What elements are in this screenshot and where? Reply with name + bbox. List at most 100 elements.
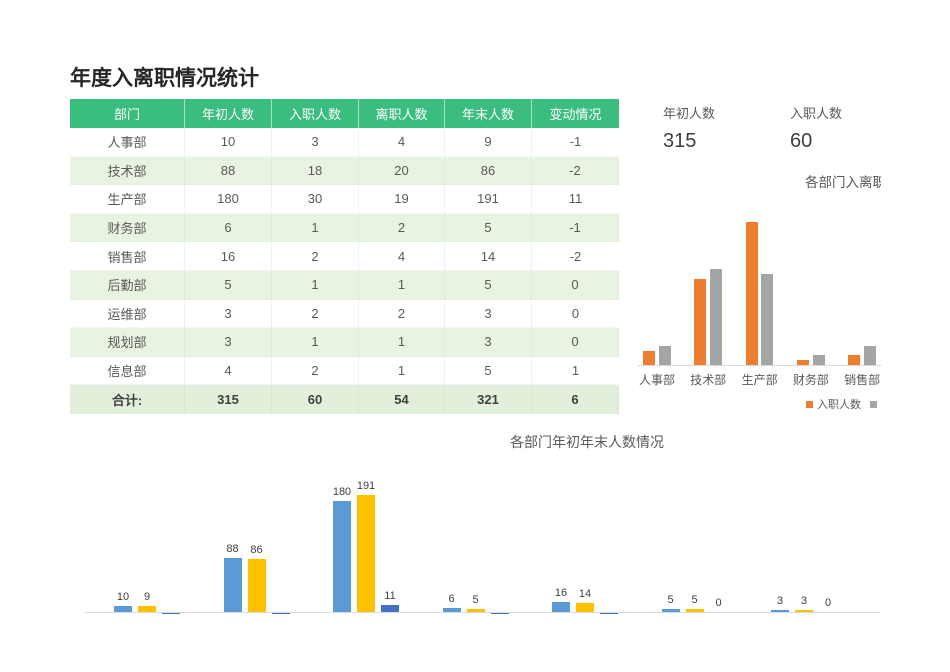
page-title: 年度入离职情况统计 [70,67,259,90]
table-cell[interactable]: 1 [359,356,445,386]
bar-离职人数-财务部 [812,355,825,365]
table-cell[interactable]: 销售部 [70,242,185,271]
table-cell[interactable]: 10 [185,128,272,157]
table-cell[interactable]: 54 [359,385,445,414]
table-cell[interactable]: 11 [532,185,619,214]
table-cell[interactable]: 2 [272,242,359,271]
table-cell[interactable]: 0 [532,328,619,357]
table-cell[interactable]: 86 [445,156,532,186]
table-row: 运维部 3 2 2 3 0 [70,299,619,329]
table-header-cell[interactable]: 变动情况 [532,99,619,128]
table-cell[interactable]: 1 [272,270,359,300]
table-cell[interactable]: 4 [185,356,272,386]
table-cell[interactable]: 合计: [70,385,185,414]
bar-年末人数-生产部 [357,495,375,612]
headcount-bar-chart: 各部门年初年末人数情况 10 88 180 6 16 5 3 9 86 191 5 14 5 3 11 0 0 [70,430,881,672]
table-cell[interactable]: -1 [532,128,619,157]
table-cell[interactable]: 1 [359,270,445,300]
table-cell[interactable]: 3 [185,328,272,357]
table-cell[interactable]: 2 [272,299,359,329]
x-axis-category-label: 人事部 [638,373,676,387]
table-cell[interactable]: 人事部 [70,128,185,157]
table-cell[interactable]: 信息部 [70,356,185,386]
chart-title: 各部门年初年末人数情况 [510,434,664,450]
table-cell[interactable]: 315 [185,385,272,414]
table-cell[interactable]: 191 [445,185,532,214]
bar-离职人数-生产部 [761,274,774,365]
bar-value-label: 180 [332,486,352,498]
table-cell[interactable]: 1 [272,328,359,357]
table-cell[interactable]: 18 [272,156,359,186]
table-cell[interactable]: 19 [359,185,445,214]
table-cell[interactable]: 财务部 [70,213,185,243]
table-row: 后勤部 5 1 1 5 0 [70,270,619,300]
bar-value-label: 88 [226,543,239,555]
table-cell[interactable]: 2 [272,356,359,386]
table-cell[interactable]: -2 [532,242,619,271]
table-cell[interactable]: 60 [272,385,359,414]
table-cell[interactable]: 16 [185,242,272,271]
bar-年初人数-销售部 [552,602,570,612]
table-header-cell[interactable]: 年末人数 [445,99,532,128]
bar-年末人数-后勤部 [685,609,704,612]
bar-value-label: 0 [715,597,722,609]
table-cell[interactable]: 后勤部 [70,270,185,300]
table-cell[interactable]: 1 [272,213,359,243]
bar-年末人数-技术部 [247,559,266,612]
table-cell[interactable]: 30 [272,185,359,214]
table-cell[interactable]: 6 [185,213,272,243]
bar-年初人数-技术部 [223,558,242,612]
table-cell[interactable]: 4 [359,242,445,271]
table-cell[interactable]: 3 [445,328,532,357]
bar-入职人数-生产部 [745,222,758,365]
table-cell[interactable]: 5 [445,270,532,300]
table-header-cell[interactable]: 离职人数 [359,99,445,128]
bar-年初人数-人事部 [114,606,132,612]
table-row: 技术部 88 18 20 86 -2 [70,156,619,186]
table-cell[interactable]: 88 [185,156,272,186]
table-cell[interactable]: -1 [532,213,619,243]
table-total-row: 合计: 315 60 54 321 6 [70,385,619,414]
table-cell[interactable]: 生产部 [70,185,185,214]
table-cell[interactable]: 0 [532,299,619,329]
table-header-cell[interactable]: 入职人数 [272,99,359,128]
table-cell[interactable]: 3 [445,299,532,329]
table-cell[interactable]: 321 [445,385,532,414]
table-cell[interactable]: 3 [185,299,272,329]
table-cell[interactable]: 180 [185,185,272,214]
table-cell[interactable]: 3 [272,128,359,157]
table-cell[interactable]: 0 [532,270,619,300]
bar-年初人数-运维部 [771,610,789,612]
table-cell[interactable]: 20 [359,156,445,186]
kpi-value: 60 [790,130,813,152]
table-row: 销售部 16 2 4 14 -2 [70,242,619,271]
table-cell[interactable]: 运维部 [70,299,185,329]
table-cell[interactable]: 5 [445,356,532,386]
table-cell[interactable]: 技术部 [70,156,185,186]
bar-离职人数-销售部 [863,346,876,365]
table-cell[interactable]: 1 [532,356,619,386]
department-stats-table: 部门 年初人数 入职人数 离职人数 年末人数 变动情况 人事部 10 3 4 9 -1 技术部 88 18… [70,99,619,414]
table-header-cell[interactable]: 年初人数 [185,99,272,128]
bar-入职人数-财务部 [796,360,809,365]
table-cell[interactable]: 5 [445,213,532,243]
table-cell[interactable]: 4 [359,128,445,157]
table-cell[interactable]: 2 [359,299,445,329]
table-cell[interactable]: -2 [532,156,619,186]
bar-年初人数-财务部 [442,608,461,612]
bar-年末人数-财务部 [466,609,485,612]
kpi-year-start-headcount: 年初人数 315 [663,103,715,153]
chart-title: 各部门入离职情况 [805,175,881,190]
table-cell[interactable]: 规划部 [70,328,185,357]
bar-年末人数-运维部 [795,610,813,612]
table-cell[interactable]: 6 [532,385,619,414]
table-cell[interactable]: 9 [445,128,532,157]
table-cell[interactable]: 5 [185,270,272,300]
table-cell[interactable]: 1 [359,328,445,357]
table-cell[interactable]: 14 [445,242,532,271]
bar-value-label: 11 [384,590,396,602]
table-header-cell[interactable]: 部门 [70,99,185,128]
bar-变动情况-人事部 [162,613,180,614]
bar-变动情况-财务部 [490,613,509,614]
table-cell[interactable]: 2 [359,213,445,243]
